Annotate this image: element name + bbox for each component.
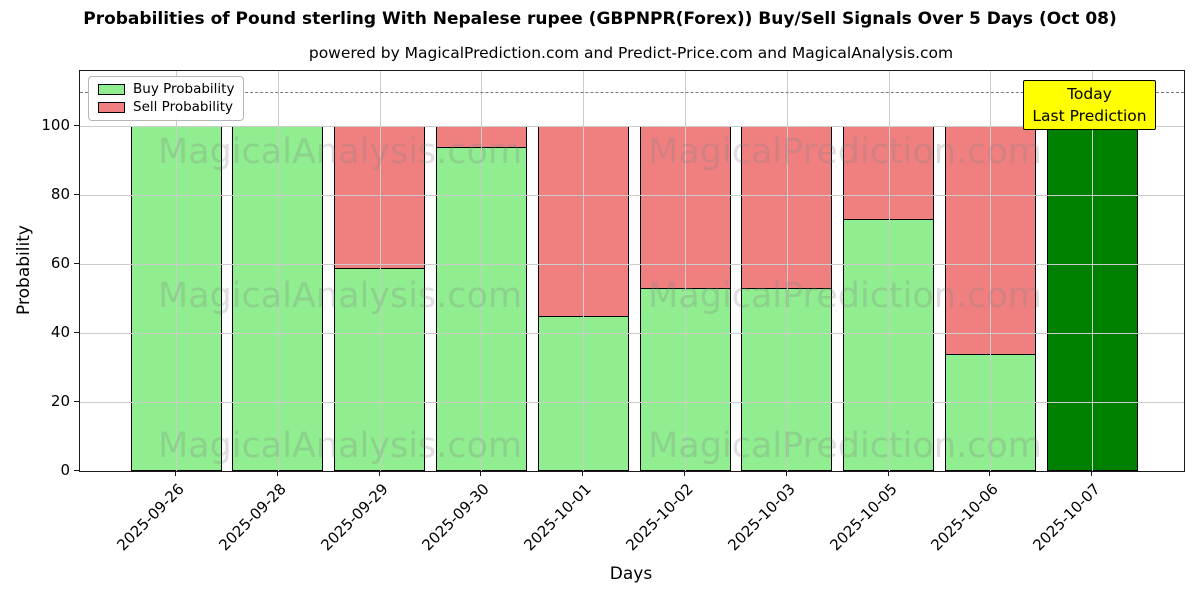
vertical-gridline-2025-10-07 <box>1092 71 1094 471</box>
x-tick-mark <box>582 471 584 476</box>
vertical-gridline-2025-09-28 <box>277 71 279 471</box>
x-tick-mark <box>175 471 176 476</box>
y-tick-label-100: 100 <box>41 116 70 135</box>
y-tick-label-0: 0 <box>60 461 70 479</box>
vertical-gridline-2025-09-26 <box>176 71 177 471</box>
vertical-gridline-2025-10-02 <box>685 71 686 471</box>
x-tick-mark <box>684 471 685 476</box>
y-tick-label-20: 20 <box>50 392 70 411</box>
x-tick-mark <box>378 471 380 476</box>
annotation-line-1: Today <box>1067 84 1112 103</box>
y-tick-mark <box>74 263 79 265</box>
y-tick-mark <box>74 194 79 196</box>
legend-item-sell: Sell Probability <box>89 98 243 115</box>
x-tick-mark <box>989 471 991 476</box>
chart-title: Probabilities of Pound sterling With Nep… <box>83 9 1117 29</box>
y-tick-label-60: 60 <box>50 254 70 273</box>
horizontal-gridline-100 <box>80 126 1184 128</box>
y-tick-label-40: 40 <box>50 323 70 342</box>
x-axis-label: Days <box>609 564 653 584</box>
y-tick-label-80: 80 <box>50 185 70 204</box>
vertical-gridline-2025-10-03 <box>786 71 788 471</box>
y-tick-mark <box>74 332 79 334</box>
legend: Buy Probability Sell Probability <box>88 76 244 121</box>
horizontal-gridline-20 <box>80 402 1184 404</box>
x-tick-mark <box>785 471 787 476</box>
vertical-gridline-2025-09-29 <box>379 71 381 471</box>
x-tick-mark <box>887 471 889 476</box>
horizontal-gridline-40 <box>80 333 1184 335</box>
vertical-gridline-2025-10-01 <box>583 71 585 471</box>
y-tick-mark <box>74 125 79 127</box>
sell-swatch-icon <box>98 101 125 113</box>
buy-swatch-icon <box>98 84 125 96</box>
plot-area <box>79 70 1185 472</box>
dashed-threshold-line <box>80 91 1184 93</box>
legend-label-sell: Sell Probability <box>133 98 234 115</box>
annotation-line-2: Last Prediction <box>1032 107 1147 125</box>
today-annotation-box: Today Last Prediction <box>1023 80 1156 130</box>
chart-subtitle: powered by MagicalPrediction.com and Pre… <box>308 44 954 62</box>
horizontal-gridline-80 <box>80 195 1184 197</box>
x-tick-label-2025-09-26: 2025-09-26 <box>113 480 188 555</box>
legend-item-buy: Buy Probability <box>89 81 243 97</box>
x-tick-mark <box>480 471 482 476</box>
horizontal-gridline-60 <box>80 264 1184 266</box>
vertical-gridline-2025-10-05 <box>888 71 890 471</box>
x-tick-mark <box>1091 471 1093 476</box>
y-tick-mark <box>74 470 79 471</box>
vertical-gridline-2025-09-30 <box>481 71 483 471</box>
legend-label-buy: Buy Probability <box>133 81 235 97</box>
vertical-gridline-2025-10-06 <box>990 71 992 471</box>
x-tick-mark <box>276 471 278 476</box>
y-tick-mark <box>74 401 79 403</box>
